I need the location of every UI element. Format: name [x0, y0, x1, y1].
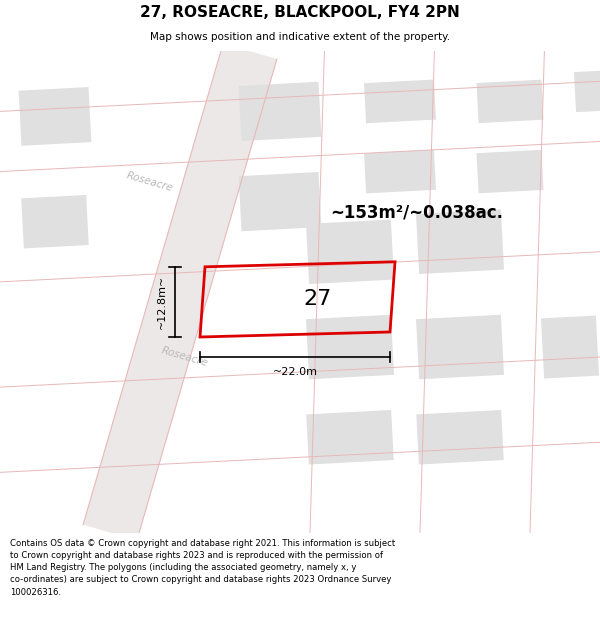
Polygon shape: [416, 315, 504, 379]
Polygon shape: [574, 71, 600, 112]
Polygon shape: [416, 209, 504, 274]
Polygon shape: [306, 410, 394, 464]
Text: Roseacre: Roseacre: [161, 346, 209, 369]
Text: Map shows position and indicative extent of the property.: Map shows position and indicative extent…: [150, 32, 450, 42]
Text: Contains OS data © Crown copyright and database right 2021. This information is : Contains OS data © Crown copyright and d…: [10, 539, 395, 597]
Text: ~153m²/~0.038ac.: ~153m²/~0.038ac.: [330, 204, 503, 222]
Polygon shape: [476, 79, 544, 123]
Polygon shape: [416, 410, 504, 464]
Polygon shape: [306, 219, 394, 284]
Text: Roseacre: Roseacre: [125, 170, 175, 193]
Polygon shape: [21, 195, 89, 248]
Polygon shape: [476, 150, 544, 193]
Text: ~22.0m: ~22.0m: [272, 367, 317, 377]
Text: ~12.8m~: ~12.8m~: [157, 275, 167, 329]
Polygon shape: [364, 150, 436, 193]
Polygon shape: [239, 172, 322, 231]
Polygon shape: [541, 316, 599, 379]
Text: 27, ROSEACRE, BLACKPOOL, FY4 2PN: 27, ROSEACRE, BLACKPOOL, FY4 2PN: [140, 5, 460, 20]
Polygon shape: [19, 87, 91, 146]
Polygon shape: [239, 82, 322, 141]
Polygon shape: [83, 43, 277, 541]
Polygon shape: [306, 315, 394, 379]
Polygon shape: [364, 79, 436, 123]
Text: 27: 27: [304, 289, 332, 309]
